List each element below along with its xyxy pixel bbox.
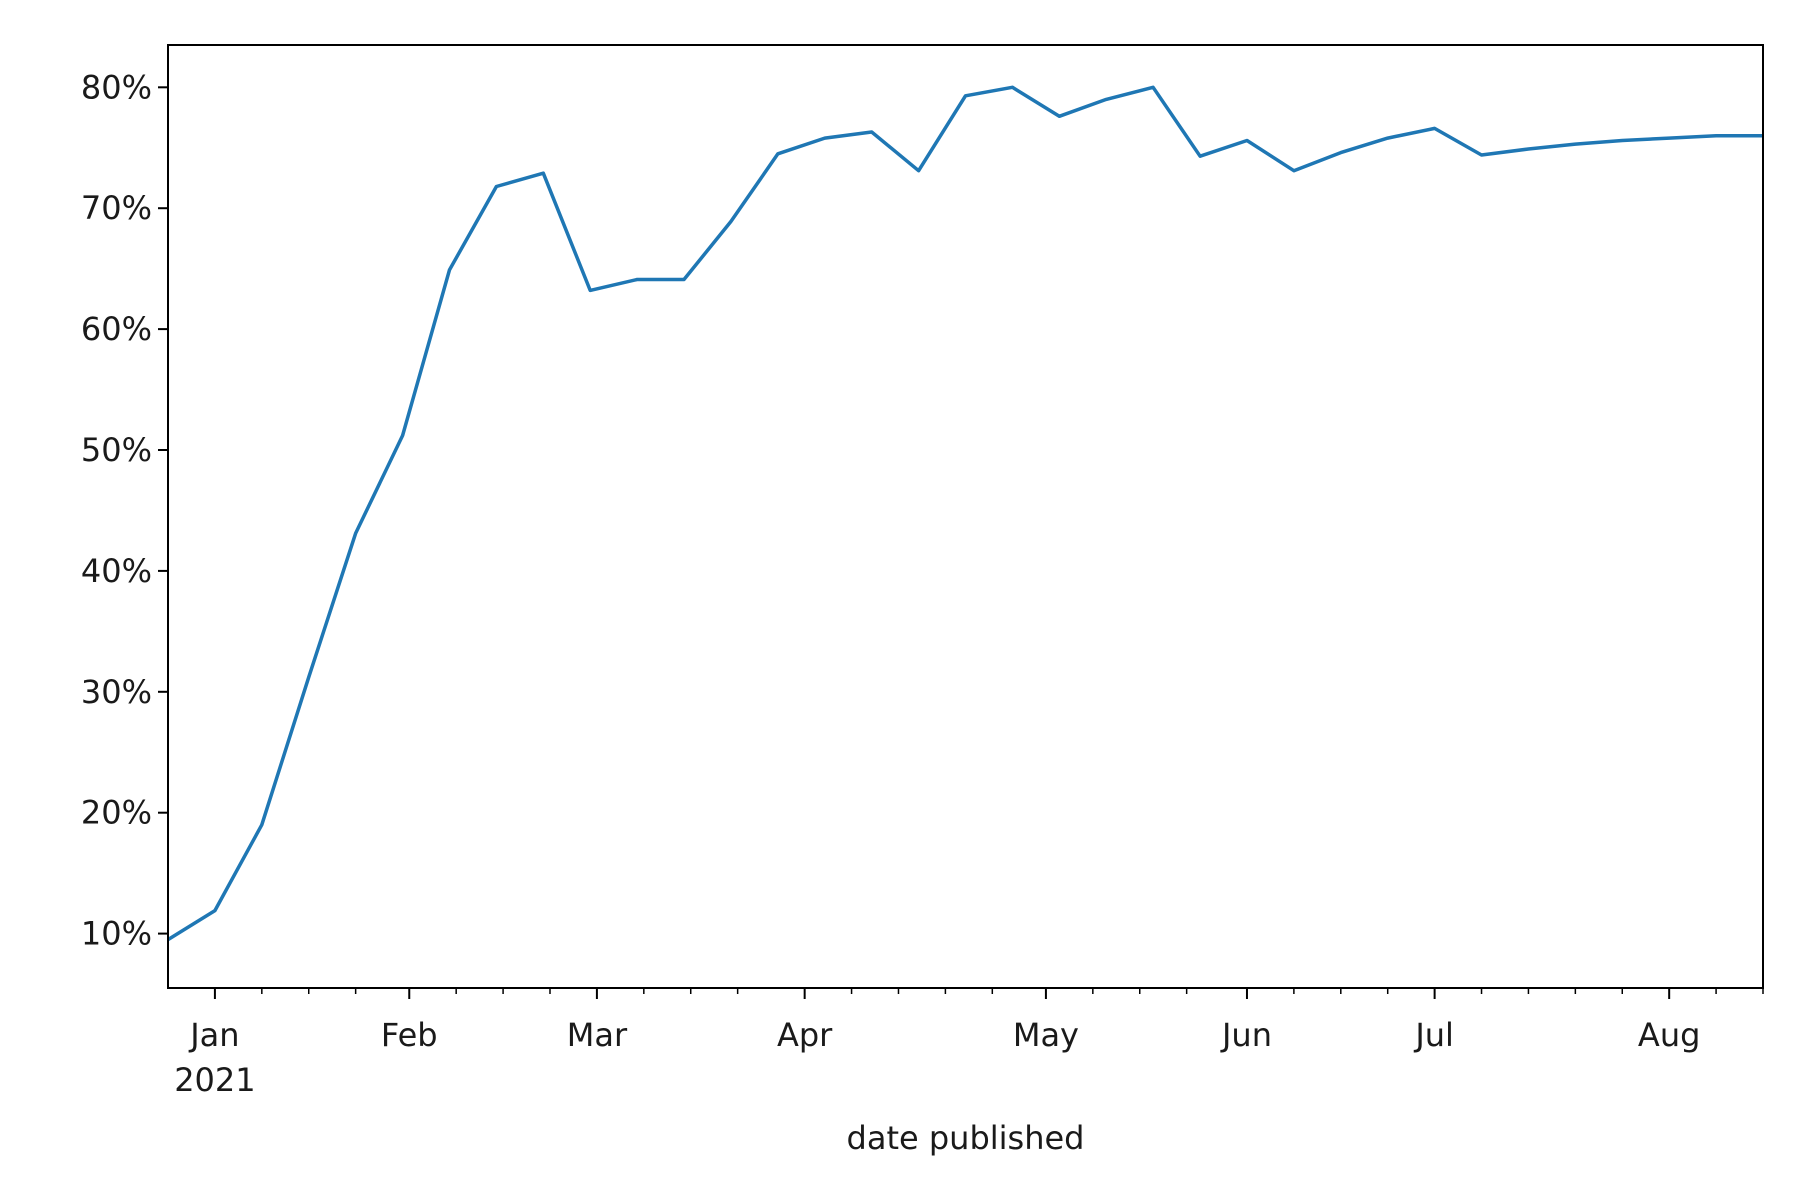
y-tick-label: 80%	[81, 68, 152, 106]
x-tick-sublabel: 2021	[174, 1061, 255, 1099]
y-tick-label: 30%	[81, 673, 152, 711]
plot-frame	[167, 44, 1764, 989]
y-axis: 10% 20% 30% 40% 50% 60% 70% 80%	[81, 68, 168, 953]
y-tick-label: 10%	[81, 915, 152, 953]
x-tick-label: Feb	[381, 1016, 438, 1054]
x-tick-label: Apr	[777, 1016, 833, 1054]
y-tick-label: 60%	[81, 310, 152, 348]
x-axis: Jan 2021 Feb Mar Apr May Jun Jul Aug	[174, 988, 1700, 1099]
series-layer	[167, 85, 1763, 942]
y-tick-label: 40%	[81, 552, 152, 590]
x-tick-label: May	[1013, 1016, 1079, 1054]
x-tick-label: Jan	[188, 1016, 239, 1054]
x-axis-title: date published	[847, 1119, 1085, 1157]
x-tick-label: Jun	[1220, 1016, 1272, 1054]
y-tick-label: 70%	[81, 189, 152, 227]
series-line	[167, 85, 1763, 942]
y-tick-label: 20%	[81, 794, 152, 832]
x-tick-label: Jul	[1413, 1016, 1454, 1054]
x-tick-label: Mar	[567, 1016, 628, 1054]
y-tick-label: 50%	[81, 431, 152, 469]
x-tick-label: Aug	[1638, 1016, 1700, 1054]
